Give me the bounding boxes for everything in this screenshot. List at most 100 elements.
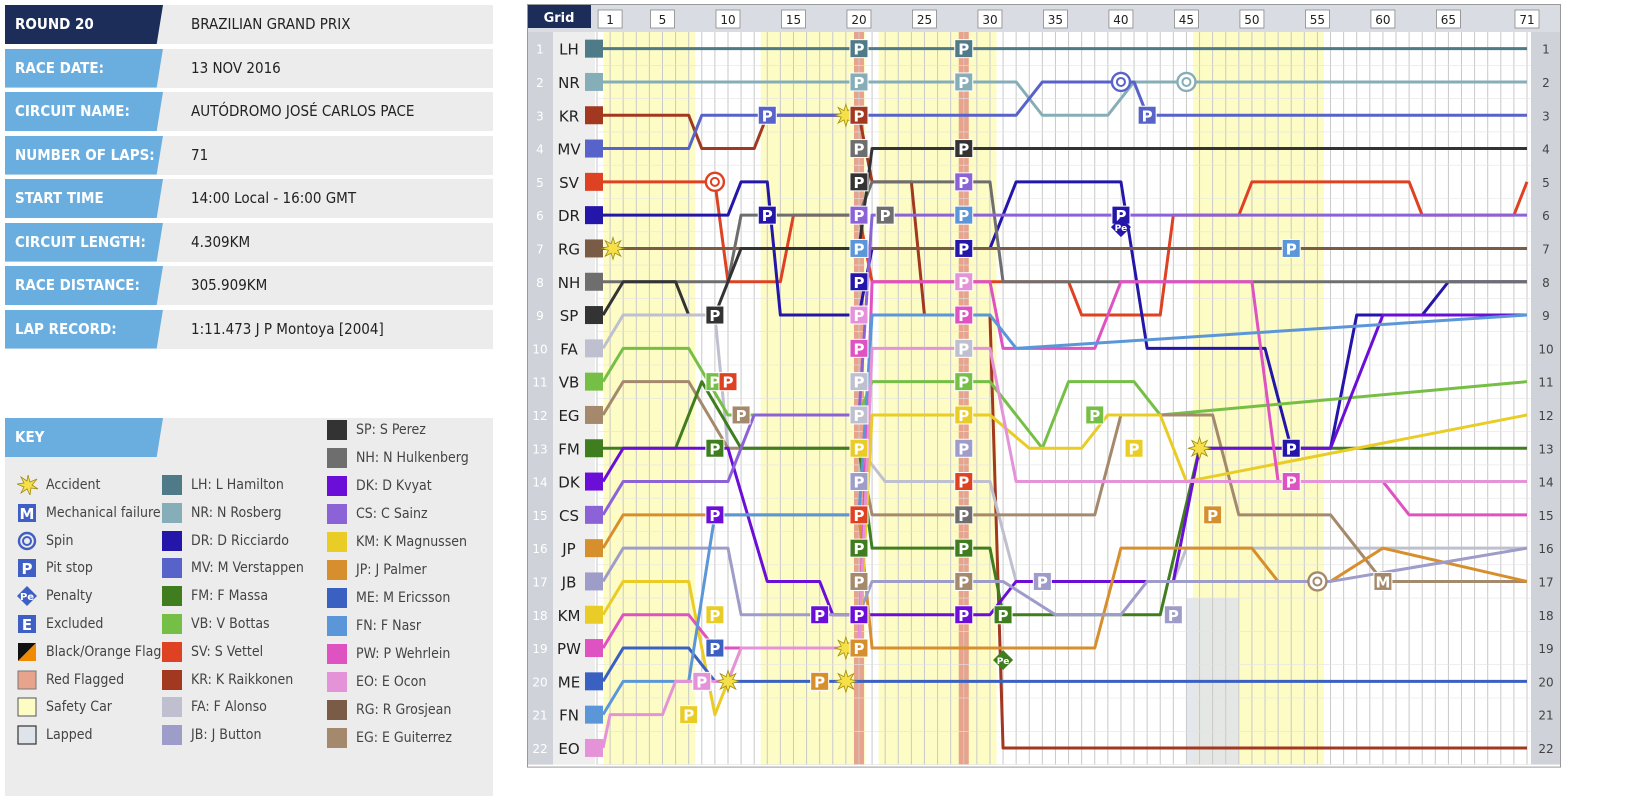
spin-marker-outer: [704, 171, 726, 193]
position-number: 7: [536, 242, 544, 256]
pit-marker-glyph: P: [958, 74, 969, 92]
grid-driver-code: SV: [559, 174, 580, 192]
pit-marker-glyph: P: [958, 340, 969, 358]
pit-marker-box: [692, 671, 712, 691]
red-flag-icon: [17, 670, 37, 690]
pit-marker: P: [849, 105, 869, 125]
info-value: 14:00 Local - 16:00 GMT: [191, 189, 357, 207]
spin-marker: [1176, 71, 1197, 93]
grid-driver-code: JP: [561, 540, 575, 558]
lap-tick-box: [1370, 9, 1396, 29]
info-row: RACE DISTANCE: 305.909KM: [5, 266, 493, 305]
grid-driver-code: KM: [558, 607, 581, 625]
pit-marker: P: [954, 472, 974, 492]
penalty-marker: Pe: [1110, 217, 1131, 238]
pit-marker: P: [954, 305, 974, 325]
accident-icon: [17, 475, 39, 495]
key-symbol-label: Accident: [46, 477, 101, 493]
pit-marker-glyph: P: [958, 474, 969, 492]
key-driver-label: KM: K Magnussen: [356, 534, 468, 550]
pit-marker-box: [1281, 472, 1301, 492]
series-line-nr: [603, 80, 1527, 117]
pit-marker-glyph: P: [814, 673, 825, 691]
key-symbol-label: Red Flagged: [46, 671, 125, 688]
pit-marker: P: [954, 172, 974, 192]
pit-marker-box: [954, 405, 974, 425]
key-driver-label: MV: M Verstappen: [191, 560, 304, 577]
pit-marker-glyph: P: [853, 141, 864, 159]
pit-marker-glyph: P: [958, 507, 969, 525]
pit-marker-box: [849, 305, 869, 325]
key-driver-label: EG: E Guiterrez: [356, 730, 453, 746]
pit-marker-glyph: P: [853, 340, 864, 358]
driver-color-swatch: [327, 504, 347, 524]
pit-marker-glyph: P: [1129, 440, 1140, 458]
lapped-icon: [17, 725, 37, 745]
grid-driver-swatch: [585, 272, 603, 291]
pit-marker-box: [954, 172, 974, 192]
driver-color-swatch: [327, 476, 347, 496]
pit-marker-box: [849, 505, 869, 525]
accident-marker: [600, 235, 626, 261]
grid-header-label: Grid: [544, 11, 575, 26]
driver-color-swatch: [162, 475, 182, 495]
grid-driver-code: NR: [558, 74, 580, 92]
pit-marker-glyph: P: [880, 207, 891, 225]
pit-marker-glyph: P: [853, 74, 864, 92]
pit-marker-box: [849, 139, 869, 159]
pit-marker: P: [1281, 438, 1301, 458]
info-label: RACE DATE:: [5, 48, 163, 88]
chart-background: [527, 4, 1627, 795]
grid-driver-code: CS: [559, 507, 579, 525]
position-number: 17: [532, 575, 547, 589]
pit-marker: P: [705, 305, 725, 325]
spin-icon: [17, 531, 37, 550]
pit-marker: P: [849, 139, 869, 159]
position-number-right: 11: [1538, 376, 1553, 390]
position-number: 16: [532, 542, 547, 556]
pit-marker-glyph: P: [853, 307, 864, 325]
pit-marker-box: [1137, 105, 1157, 125]
grid-driver-swatch: [585, 439, 603, 458]
grid-driver-code: RG: [558, 240, 580, 258]
pit-marker-box: [849, 638, 869, 658]
pit-marker: P: [705, 638, 725, 658]
position-number-right: 5: [1542, 176, 1550, 190]
pit-marker-glyph: P: [853, 640, 864, 658]
position-number: 5: [536, 176, 544, 190]
pit-marker: P: [849, 438, 869, 458]
position-number-right: 18: [1538, 609, 1553, 623]
pit-marker-box: [954, 338, 974, 358]
pit-marker-box: [705, 438, 725, 458]
pit-marker-box: [731, 405, 751, 425]
driver-color-swatch: [162, 697, 182, 718]
grid-driver-code: DK: [558, 474, 581, 492]
pit-marker-box: [849, 438, 869, 458]
driver-color-swatch: [327, 560, 347, 580]
info-row: CIRCUIT NAME: AUTÓDROMO JOSÉ CARLOS PACE: [5, 92, 493, 131]
series-line-mv: [603, 80, 1527, 151]
position-number: 19: [532, 642, 547, 656]
svg-text:E: E: [22, 616, 32, 634]
key-title: KEY: [5, 418, 163, 457]
pit-marker: P: [849, 305, 869, 325]
series-line-dr: [603, 180, 1527, 450]
driver-color-swatch: [162, 614, 182, 634]
spin-marker: [1307, 571, 1328, 592]
pit-marker-box: [954, 505, 974, 525]
pit-marker-box: [705, 505, 725, 525]
pit-marker: P: [705, 505, 725, 525]
info-value: AUTÓDROMO JOSÉ CARLOS PACE: [191, 102, 415, 120]
pit-marker: P: [954, 372, 974, 392]
lap-tick-box: [597, 9, 623, 29]
grid-driver-code: DR: [558, 207, 580, 225]
pit-marker-box: [810, 671, 830, 691]
grid-driver-swatch: [585, 639, 603, 658]
pit-marker-glyph: P: [709, 607, 720, 625]
grid-driver-swatch: [585, 605, 603, 624]
info-value: BRAZILIAN GRAND PRIX: [191, 15, 351, 33]
position-number: 1: [536, 43, 544, 57]
position-number-right: 1: [1542, 43, 1550, 57]
pit-marker-glyph: P: [709, 374, 720, 392]
grid-driver-swatch: [585, 705, 603, 724]
